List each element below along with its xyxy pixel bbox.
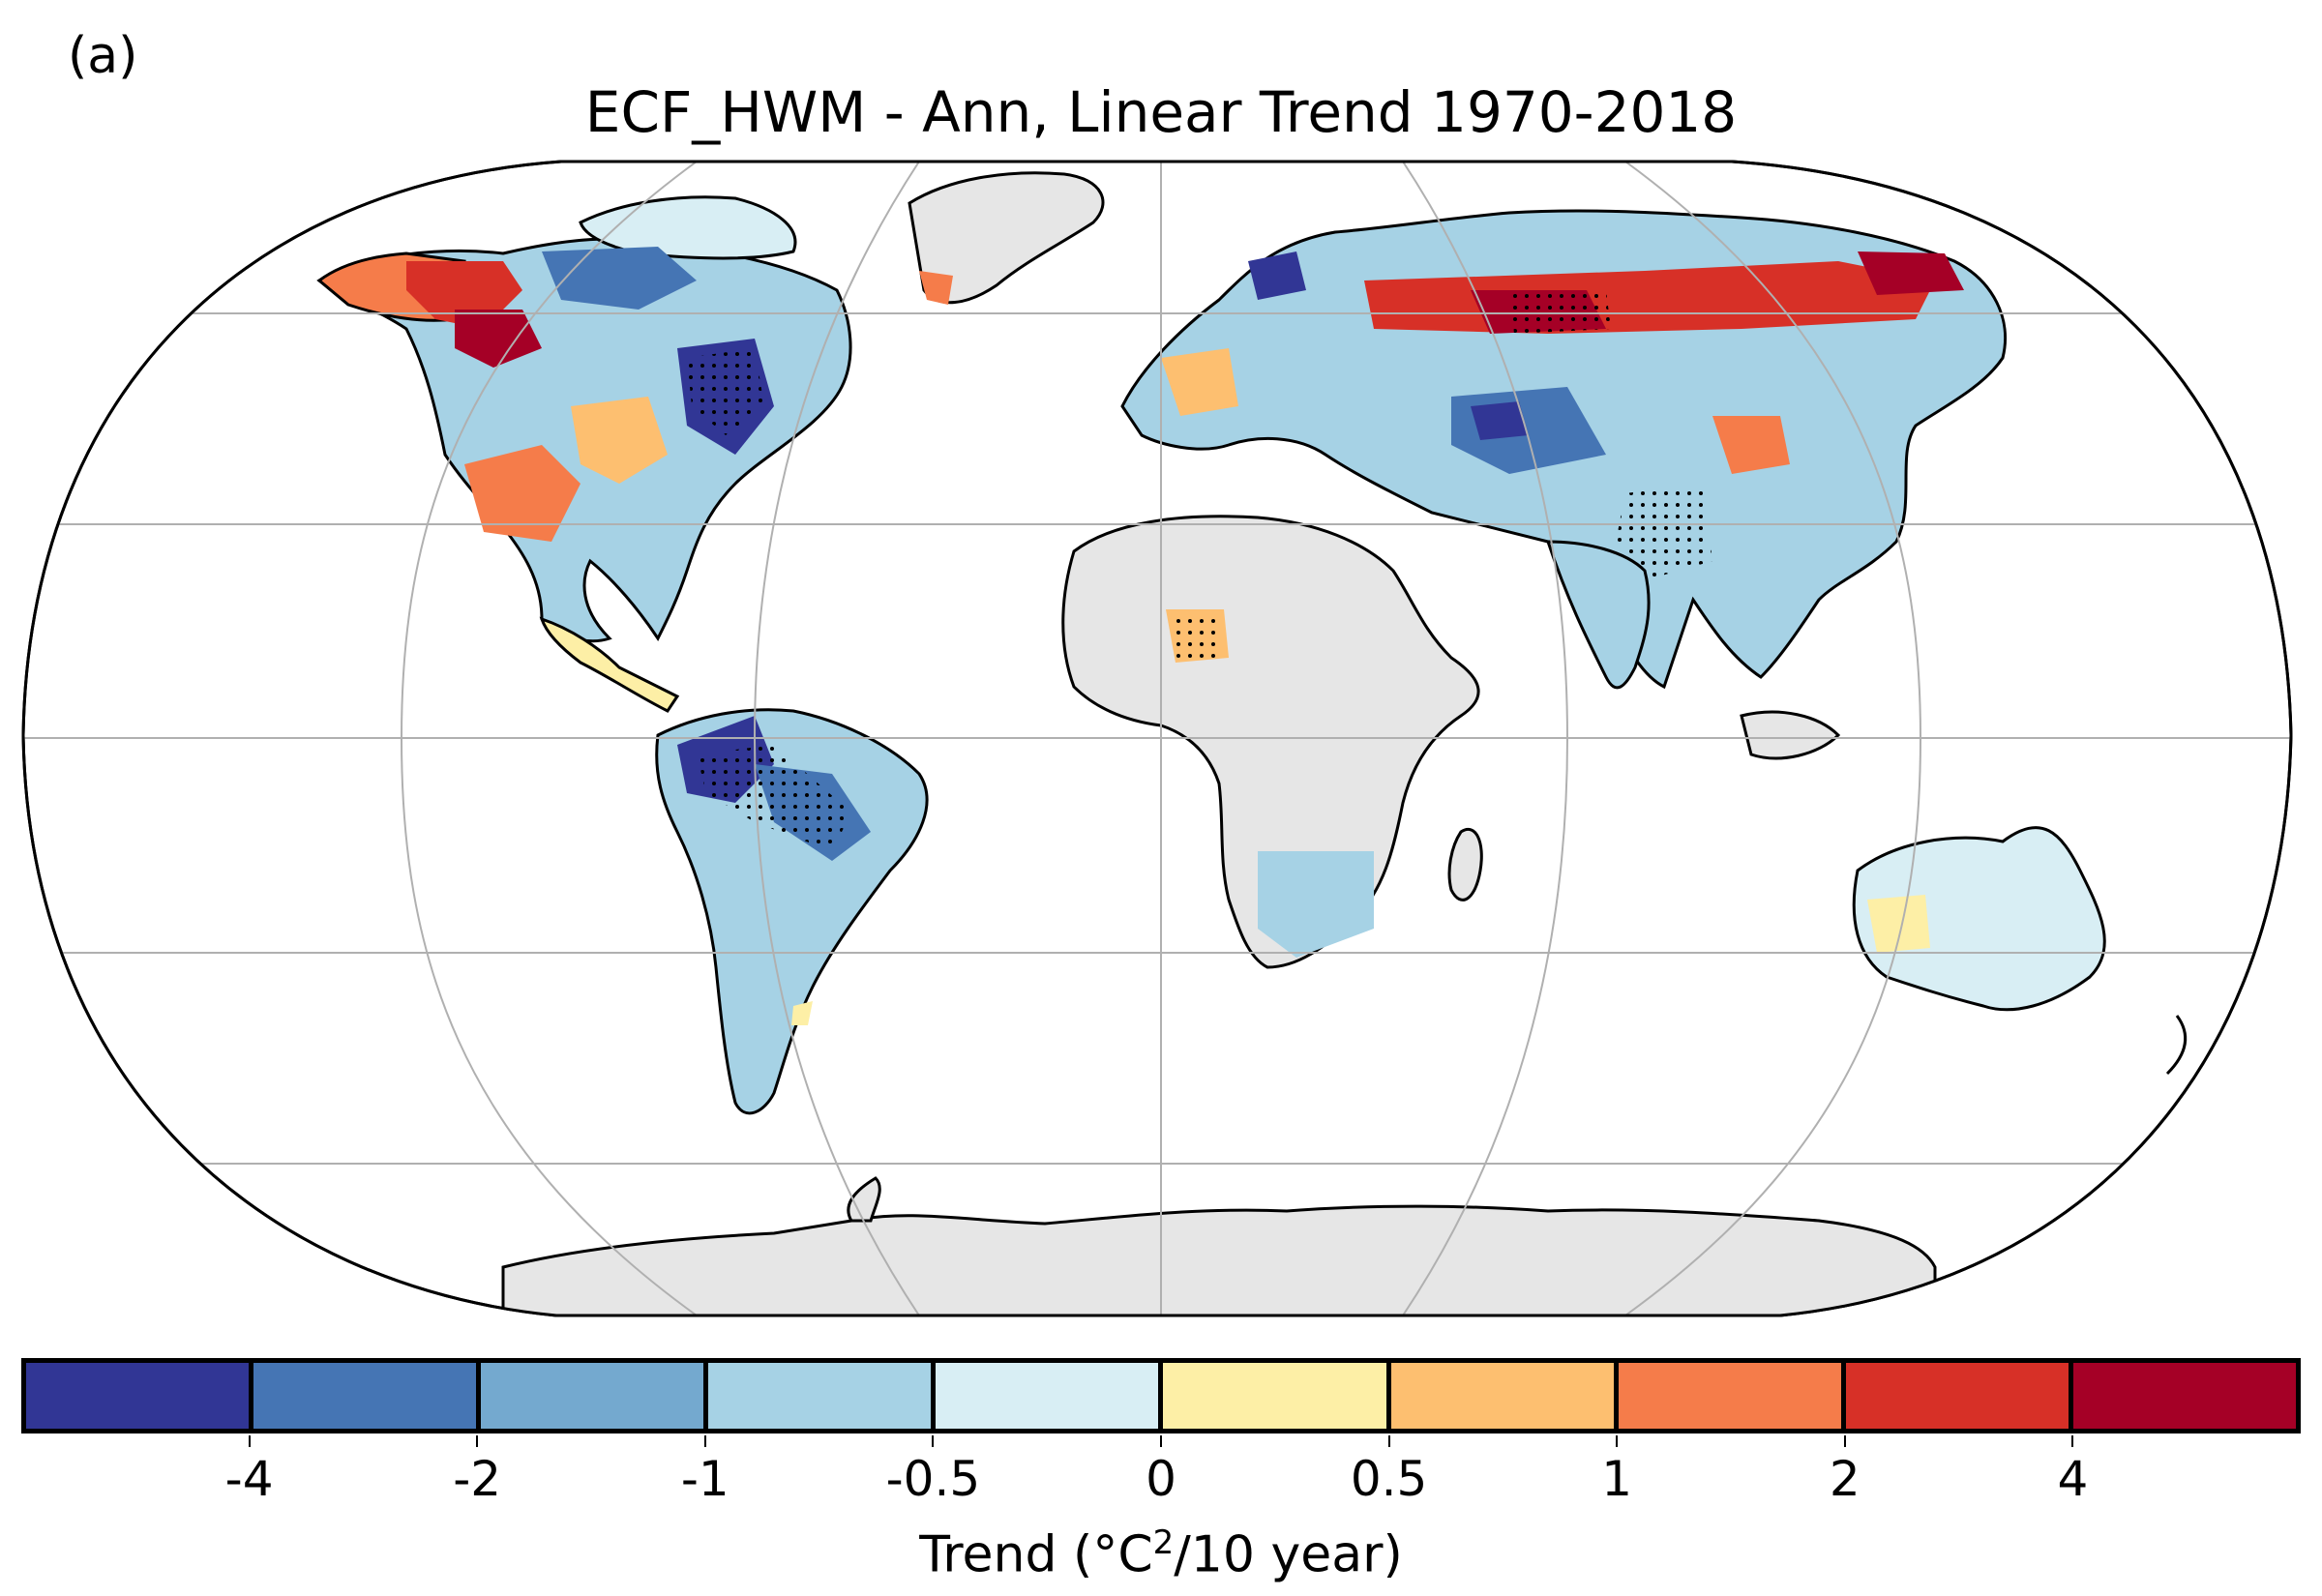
india (1545, 540, 1651, 690)
africa-sahel-stipple (1169, 619, 1221, 658)
colorbar-tick (248, 1435, 251, 1447)
eurasia-north-stipple (1509, 290, 1611, 334)
australia-yellow (1867, 895, 1930, 953)
colorbar-segment-5 (1163, 1363, 1391, 1429)
colorbar-tick (1616, 1435, 1619, 1447)
colorbar-tick-label: -2 (453, 1451, 502, 1507)
colorbar-tick-label: 1 (1601, 1451, 1633, 1507)
colorbar-tick-label: -0.5 (885, 1451, 981, 1507)
europe-orange (1161, 348, 1238, 416)
central-america (539, 616, 680, 713)
colorbar-tick (932, 1435, 935, 1447)
greenland-south-patch (919, 271, 953, 305)
na-orange-west (464, 445, 580, 542)
sa-stipple (697, 745, 851, 851)
colorbar-segment-4 (936, 1363, 1164, 1429)
colorbar-tick (703, 1435, 706, 1447)
antarctica (501, 1204, 1937, 1315)
globe-border (21, 160, 2293, 1317)
colorbar-tick-label: -1 (680, 1451, 729, 1507)
colorbar-tick-label: 0.5 (1350, 1451, 1428, 1507)
madagascar (1447, 828, 1483, 901)
colorbar-segment-8 (1845, 1363, 2073, 1429)
colorbar-tick (476, 1435, 479, 1447)
scandinavia-blue (1248, 251, 1306, 300)
map-title: ECF_HWM - Ann, Linear Trend 1970-2018 (584, 79, 1738, 145)
colorbar-tick-label: -4 (224, 1451, 274, 1507)
africa-south-patch (1258, 851, 1374, 958)
china-orange (1712, 416, 1790, 474)
colorbar-tick (2071, 1435, 2074, 1447)
eurasia-darkred-east (1858, 251, 1964, 295)
sa-yellow-patch (791, 1001, 813, 1025)
colorbar-title: Trend (°C2/10 year) (919, 1523, 1403, 1584)
world-map (21, 160, 2293, 1317)
colorbar-segment-3 (708, 1363, 937, 1429)
na-orange-central (571, 397, 668, 484)
colorbar-tick-label: 0 (1146, 1451, 1176, 1507)
colorbar-segment-6 (1390, 1363, 1619, 1429)
se-asia-islands (1740, 710, 1841, 760)
na-darkred-patch (455, 310, 542, 368)
panel-label: (a) (68, 27, 138, 85)
colorbar-tick (1160, 1435, 1162, 1447)
new-zealand (2165, 1015, 2188, 1076)
colorbar-segment-2 (481, 1363, 709, 1429)
colorbar-tick (1387, 1435, 1390, 1447)
australia (1852, 826, 2106, 1012)
na-stipple-east (687, 348, 764, 435)
colorbar-segment-9 (2072, 1363, 2296, 1429)
colorbar-tick-label: 2 (1829, 1451, 1861, 1507)
colorbar-segment-0 (26, 1363, 254, 1429)
colorbar-tick-label: 4 (2057, 1451, 2089, 1507)
graticule (23, 162, 2291, 1315)
caspian-darkblue (1471, 401, 1529, 440)
colorbar-segment-1 (253, 1363, 482, 1429)
colorbar (21, 1358, 2301, 1433)
colorbar-tick (1843, 1435, 1846, 1447)
colorbar-segment-7 (1618, 1363, 1846, 1429)
asia-stipple (1616, 484, 1712, 580)
greenland (908, 171, 1105, 305)
antarctic-peninsula (847, 1176, 881, 1223)
